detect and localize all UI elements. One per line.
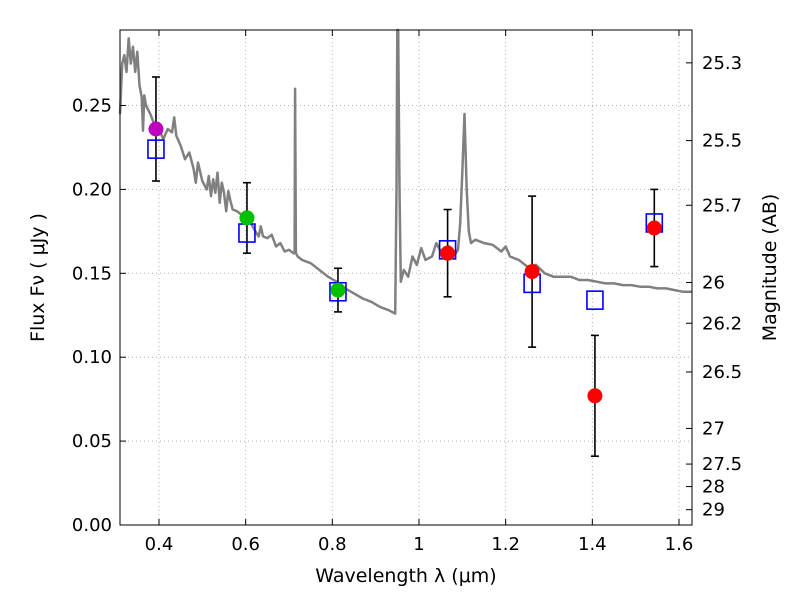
model-spectrum-line bbox=[118, 28, 692, 315]
y-tick-label: 0.20 bbox=[72, 179, 112, 200]
y-axis-ticks: 0.00 0.05 0.10 0.15 0.20 0.25 bbox=[72, 96, 126, 536]
mag-tick-label: 27 bbox=[702, 418, 725, 439]
x-tick-label: 1.4 bbox=[578, 534, 607, 555]
x-tick-label: 1.2 bbox=[491, 534, 520, 555]
x-axis-label: Wavelength λ (μm) bbox=[315, 565, 496, 587]
plot-frame bbox=[119, 29, 693, 526]
mag-tick-label: 26 bbox=[702, 272, 725, 293]
error-bars bbox=[151, 76, 659, 458]
y-axis-label: Flux Fν ( μJy ) bbox=[27, 213, 49, 342]
mag-tick-label: 25.7 bbox=[702, 195, 742, 216]
observed-point bbox=[440, 245, 456, 261]
mag-tick-label: 26.5 bbox=[702, 362, 742, 383]
observed-point bbox=[330, 282, 346, 298]
observed-point bbox=[239, 210, 255, 226]
model-flux-markers bbox=[147, 139, 664, 310]
x-tick-label: 1 bbox=[413, 534, 424, 555]
x-tick-label: 1.6 bbox=[665, 534, 694, 555]
mag-tick-label: 26.2 bbox=[702, 313, 742, 334]
observed-flux-markers bbox=[148, 121, 662, 404]
mag-tick-label: 27.5 bbox=[702, 454, 742, 475]
mag-tick-label: 28 bbox=[702, 477, 725, 498]
mag-tick-label: 25.3 bbox=[702, 53, 742, 74]
y-tick-label: 0.10 bbox=[72, 347, 112, 368]
grid-lines bbox=[120, 30, 692, 526]
x-axis-ticks: 0.4 0.6 0.8 1 1.2 1.4 1.6 bbox=[145, 30, 694, 555]
x-tick-label: 0.8 bbox=[318, 534, 347, 555]
magnitude-axis-label: Magnitude (AB) bbox=[759, 194, 781, 342]
model-flux-square bbox=[147, 139, 165, 159]
mag-tick-label: 25.5 bbox=[702, 131, 742, 152]
mag-tick-label: 29 bbox=[702, 500, 725, 521]
y-tick-label: 0.15 bbox=[72, 263, 112, 284]
observed-point bbox=[148, 121, 164, 137]
y-tick-label: 0.00 bbox=[72, 515, 112, 536]
x-tick-label: 0.6 bbox=[231, 534, 260, 555]
model-flux-square bbox=[586, 290, 604, 310]
model-spectrum bbox=[118, 28, 692, 315]
x-tick-label: 0.4 bbox=[145, 534, 174, 555]
observed-point bbox=[524, 264, 540, 280]
observed-point bbox=[587, 388, 603, 404]
y-tick-label: 0.05 bbox=[72, 431, 112, 452]
observed-point bbox=[646, 220, 662, 236]
y-tick-label: 0.25 bbox=[72, 96, 112, 117]
